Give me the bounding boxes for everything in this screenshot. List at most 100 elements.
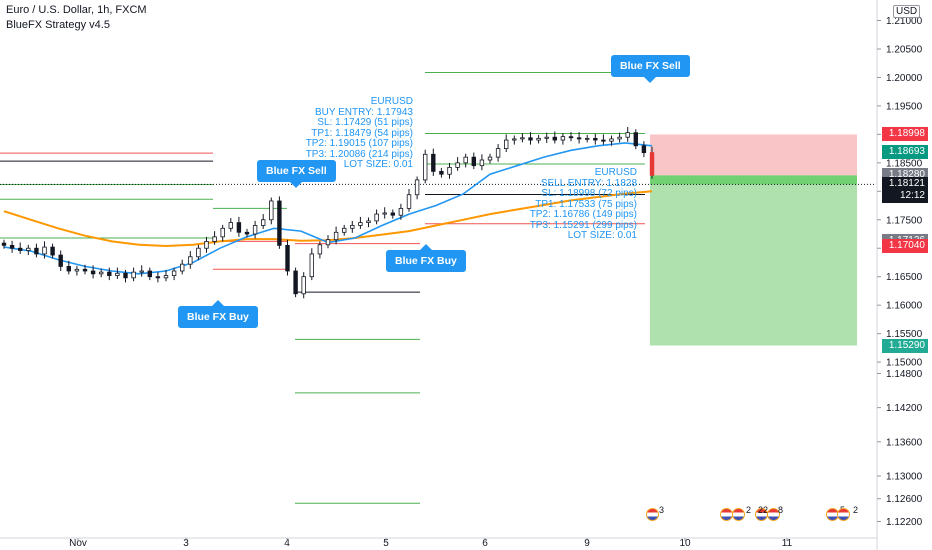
candle-body — [58, 254, 63, 267]
candle-body — [422, 153, 428, 181]
candle-body — [431, 153, 436, 172]
price-tick-label: 1.13000 — [886, 471, 923, 482]
candle-body — [131, 271, 136, 279]
buy-info-line: SL: 1.17429 (51 pips) — [317, 117, 413, 128]
event-count: 2 — [853, 505, 859, 515]
price-tick-label: 1.17500 — [886, 215, 923, 226]
candle-body — [528, 137, 533, 141]
candle-body — [358, 222, 363, 226]
candle-body — [188, 256, 193, 265]
price-tag: 1.17040 — [882, 238, 928, 253]
candle-body — [536, 137, 541, 141]
candle-body — [439, 170, 444, 175]
eu-flag-event-icon[interactable] — [837, 508, 850, 521]
buy-signal-1[interactable]: Blue FX Buy — [178, 300, 258, 328]
price-tag: 1.18121 — [882, 177, 928, 192]
candle-body — [350, 225, 355, 229]
indicator-title: BlueFX Strategy v4.5 — [6, 19, 110, 31]
candle-body — [366, 220, 371, 224]
candle-body — [593, 137, 598, 141]
candle-body — [50, 246, 55, 256]
price-tick-label: 1.16500 — [886, 272, 923, 283]
candle-body — [585, 137, 590, 140]
candle-body — [74, 268, 80, 272]
candle-body — [260, 219, 266, 226]
candle-body — [115, 272, 120, 276]
candle-body — [495, 148, 501, 158]
price-tick-label: 1.18500 — [886, 158, 923, 169]
sell-signal-2[interactable]: Blue FX Sell — [611, 55, 690, 83]
candle-body — [447, 166, 452, 175]
candle-body — [277, 200, 282, 246]
candle-body — [123, 272, 128, 279]
candle-body — [147, 270, 152, 278]
candle-body — [163, 275, 169, 279]
candle-body — [179, 263, 185, 272]
candle-body — [601, 139, 606, 142]
event-count: 22 — [758, 505, 769, 515]
time-tick-label: 9 — [584, 538, 590, 549]
position-zones — [650, 134, 857, 346]
price-tag: 12:12 — [882, 188, 928, 203]
candle-body — [220, 227, 225, 238]
us-flag-event-icon[interactable] — [646, 508, 659, 521]
buy-info-line: TP3: 1.20086 (214 pips) — [305, 148, 413, 160]
time-tick-label: 5 — [383, 538, 389, 549]
candle-body — [107, 271, 112, 276]
candle-body — [633, 132, 638, 147]
time-tick-label: 3 — [183, 538, 189, 549]
candle-body — [317, 244, 323, 255]
sell-info-line: SL: 1.18998 (72 pips) — [541, 188, 637, 199]
candle-body — [479, 159, 485, 167]
buy-info-line: BUY ENTRY: 1.17943 — [314, 106, 413, 118]
symbol-title: Euro / U.S. Dollar, 1h, FXCM — [6, 4, 147, 16]
reward-zone — [650, 175, 857, 346]
candle-body — [155, 276, 161, 279]
buy-info-line: TP1: 1.18479 (54 pips) — [311, 127, 413, 139]
price-tick-label: 1.15000 — [886, 358, 923, 369]
price-tick-label: 1.20000 — [886, 73, 923, 84]
sell-signal-1[interactable]: Blue FX Sell — [257, 160, 336, 188]
price-tick-label: 1.14200 — [886, 403, 923, 414]
price-tick-label: 1.19500 — [886, 101, 923, 112]
candle-body — [90, 270, 96, 275]
price-axis: 1.210001.205001.200001.195001.190001.185… — [876, 0, 923, 550]
event-count: 8 — [778, 505, 784, 515]
candle-body — [463, 156, 468, 164]
candle-body — [252, 225, 258, 235]
candle-body — [99, 271, 104, 275]
us-flag-event-icon[interactable] — [767, 508, 780, 521]
entry-band — [650, 175, 857, 185]
price-tick-label: 1.21000 — [886, 16, 923, 27]
candle-body — [609, 138, 614, 142]
sell-info-line: TP3: 1.15291 (299 pips) — [529, 219, 637, 231]
candle-body — [269, 200, 274, 221]
sell-info-box: EURUSD SELL ENTRY: 1.1828 SL: 1.18998 (7… — [529, 167, 637, 242]
candle-body — [228, 222, 233, 229]
candles — [1, 126, 655, 299]
candle-body — [568, 136, 574, 139]
candle-body — [42, 246, 47, 255]
candle-body — [576, 137, 582, 140]
price-tag: 1.18693 — [882, 144, 928, 159]
sell-info-line: SELL ENTRY: 1.1828 — [540, 177, 637, 189]
sell-info-line: TP2: 1.16786 (149 pips) — [529, 209, 637, 220]
currency-label[interactable]: USD — [893, 5, 921, 18]
candle-body — [244, 231, 250, 235]
candle-body — [382, 212, 387, 215]
candle-body — [333, 231, 339, 241]
candle-body — [34, 247, 39, 255]
us-flag-event-icon[interactable] — [732, 508, 745, 521]
candle-body — [649, 152, 655, 176]
price-tag: 1.15290 — [882, 338, 928, 353]
buy-signal-2[interactable]: Blue FX Buy — [386, 244, 466, 272]
price-tick-label: 1.15500 — [886, 329, 923, 340]
price-tag: 1.18998 — [882, 127, 928, 142]
candle-body — [9, 244, 15, 249]
candle-body — [398, 207, 404, 216]
candle-body — [455, 162, 460, 168]
candle-body — [212, 236, 217, 242]
candle-body — [17, 247, 23, 251]
candle-body — [487, 156, 493, 161]
